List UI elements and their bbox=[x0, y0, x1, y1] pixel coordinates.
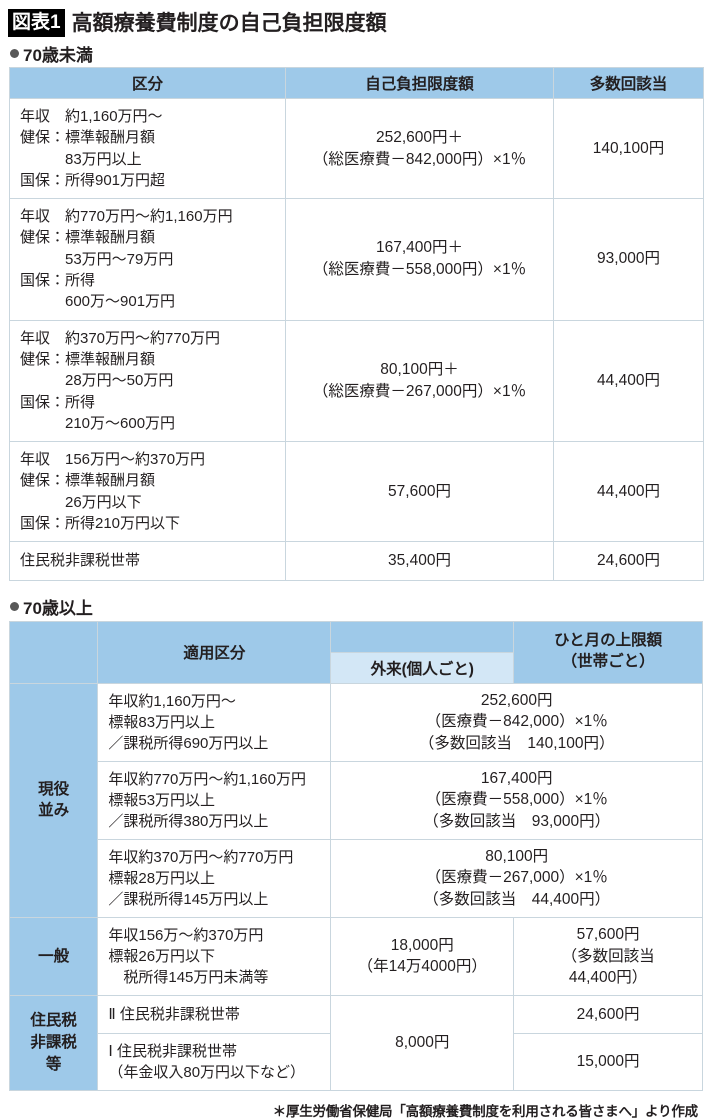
cell-limit: 57,600円 bbox=[285, 441, 554, 543]
rowlabel-geneki: 現役 並み bbox=[8, 682, 99, 918]
cell-apply: 年収約1,160万円～ 標報83万円以上 ／課税所得690万円以上 bbox=[97, 682, 332, 762]
page-title: 図表1 高額療養費制度の自己負担限度額 bbox=[8, 0, 702, 39]
header-month-limit: ひと月の上限額 （世帯ごと） bbox=[513, 620, 703, 684]
table-over70: 適用区分 ひと月の上限額 （世帯ごと） 外来(個人ごと) 現役 並み 年収約1,… bbox=[8, 620, 703, 1091]
rowlabel-ippan: 一般 bbox=[8, 916, 99, 996]
table-row: 住民税非課税世帯 35,400円 24,600円 bbox=[9, 541, 704, 581]
cell-apply: 年収約370万円～約770万円 標報28万円以上 ／課税所得145万円以上 bbox=[97, 838, 332, 918]
cell-limit: 252,600円＋ （総医療費－842,000円）×1％ bbox=[285, 97, 554, 200]
table-row: Ⅰ 住民税非課税世帯 （年金収入80万円以下など） 15,000円 bbox=[10, 1032, 703, 1091]
table-row: 現役 並み 年収約1,160万円～ 標報83万円以上 ／課税所得690万円以上 … bbox=[8, 682, 703, 918]
cell-apply: 年収156万～約370万円 標報26万円以下 税所得145万円未満等 bbox=[97, 916, 332, 996]
table-row: 住民税 非課税 等 Ⅱ 住民税非課税世帯 8,000円 24,600円 bbox=[8, 994, 703, 1091]
header-gairai-spacer bbox=[330, 620, 515, 653]
header-category-blank bbox=[8, 620, 99, 684]
source-footnote: ＊厚生労働省保健局「高額療養費制度を利用される皆さまへ」より作成 bbox=[272, 1103, 699, 1119]
table-row: 一般 年収156万～約370万円 標報26万円以下 税所得145万円未満等 18… bbox=[8, 916, 703, 996]
bullet-icon bbox=[10, 602, 19, 612]
cell-kubun: 住民税非課税世帯 bbox=[9, 541, 286, 581]
cell-month: 24,600円 bbox=[513, 994, 703, 1034]
cell-month: 15,000円 bbox=[513, 1032, 703, 1091]
table-under70-wrapper: 区分 自己負担限度額 多数回該当 年収 約1,160万円～ 健保：標準報酬月額 … bbox=[8, 67, 704, 581]
header-apply: 適用区分 bbox=[97, 620, 332, 684]
section-heading-over70: 70歳以上 bbox=[8, 593, 702, 621]
header-kubun: 区分 bbox=[9, 67, 286, 99]
header-gairai: 外来(個人ごと) bbox=[330, 651, 515, 684]
section-heading-under70: 70歳未満 bbox=[8, 39, 702, 67]
figure-number-badge: 図表1 bbox=[8, 9, 65, 37]
cell-multi: 140,100円 bbox=[553, 97, 704, 200]
cell-apply: Ⅱ 住民税非課税世帯 bbox=[97, 994, 332, 1034]
cell-kubun: 年収 約370万円～約770万円 健保：標準報酬月額 28万円～50万円 国保：… bbox=[9, 319, 286, 443]
cell-limit: 80,100円＋ （総医療費－267,000円）×1％ bbox=[285, 319, 554, 443]
cell-kubun: 年収 156万円～約370万円 健保：標準報酬月額 26万円以下 国保：所得21… bbox=[9, 441, 286, 543]
cell-amount: 80,100円 （医療費－267,000）×1％ （多数回該当 44,400円） bbox=[330, 838, 703, 918]
cell-multi: 93,000円 bbox=[553, 198, 704, 321]
cell-month: 57,600円 （多数回該当 44,400円） bbox=[513, 916, 703, 996]
header-limit: 自己負担限度額 bbox=[285, 67, 554, 99]
cell-kubun: 年収 約770万円～約1,160万円 健保：標準報酬月額 53万円～79万円 国… bbox=[9, 198, 286, 321]
cell-multi: 24,600円 bbox=[553, 541, 704, 581]
figure-title-text: 高額療養費制度の自己負担限度額 bbox=[71, 11, 387, 35]
table-row: 年収約370万円～約770万円 標報28万円以上 ／課税所得145万円以上 80… bbox=[10, 838, 703, 918]
rowlabel-jyuminzei: 住民税 非課税 等 bbox=[8, 994, 99, 1091]
cell-limit: 35,400円 bbox=[285, 541, 554, 581]
table-over70-header-row-2: 外来(個人ごと) bbox=[10, 651, 703, 684]
bullet-icon bbox=[10, 48, 19, 58]
cell-apply: Ⅰ 住民税非課税世帯 （年金収入80万円以下など） bbox=[97, 1032, 332, 1091]
table-row: 年収 約370万円～約770万円 健保：標準報酬月額 28万円～50万円 国保：… bbox=[9, 319, 704, 443]
cell-kubun: 年収 約1,160万円～ 健保：標準報酬月額 83万円以上 国保：所得901万円… bbox=[9, 97, 286, 200]
header-multi: 多数回該当 bbox=[553, 67, 704, 99]
cell-multi: 44,400円 bbox=[553, 441, 704, 543]
cell-multi: 44,400円 bbox=[553, 319, 704, 443]
cell-amount: 252,600円 （医療費－842,000）×1％ （多数回該当 140,100… bbox=[330, 682, 703, 762]
table-row: 年収約770万円～約1,160万円 標報53万円以上 ／課税所得380万円以上 … bbox=[10, 760, 703, 840]
table-row: 年収 約770万円～約1,160万円 健保：標準報酬月額 53万円～79万円 国… bbox=[9, 198, 704, 321]
cell-apply: 年収約770万円～約1,160万円 標報53万円以上 ／課税所得380万円以上 bbox=[97, 760, 332, 840]
section-heading-over70-label: 70歳以上 bbox=[23, 599, 93, 619]
table-row: 年収 約1,160万円～ 健保：標準報酬月額 83万円以上 国保：所得901万円… bbox=[9, 97, 704, 200]
section-spacer bbox=[8, 581, 702, 593]
cell-amount: 167,400円 （医療費－558,000）×1％ （多数回該当 93,000円… bbox=[330, 760, 703, 840]
table-row: 年収 156万円～約370万円 健保：標準報酬月額 26万円以下 国保：所得21… bbox=[9, 441, 704, 543]
section-heading-under70-label: 70歳未満 bbox=[23, 45, 93, 65]
table-under70-header-row: 区分 自己負担限度額 多数回該当 bbox=[9, 67, 704, 99]
cell-limit: 167,400円＋ （総医療費－558,000円）×1％ bbox=[285, 198, 554, 321]
cell-gairai: 8,000円 bbox=[330, 994, 515, 1091]
table-over70-header-row-1: 適用区分 ひと月の上限額 （世帯ごと） bbox=[8, 620, 703, 684]
table-under70: 区分 自己負担限度額 多数回該当 年収 約1,160万円～ 健保：標準報酬月額 … bbox=[9, 67, 704, 581]
cell-gairai: 18,000円 （年14万4000円） bbox=[330, 916, 515, 996]
table-over70-wrapper: 適用区分 ひと月の上限額 （世帯ごと） 外来(個人ごと) 現役 並み 年収約1,… bbox=[8, 620, 703, 1091]
